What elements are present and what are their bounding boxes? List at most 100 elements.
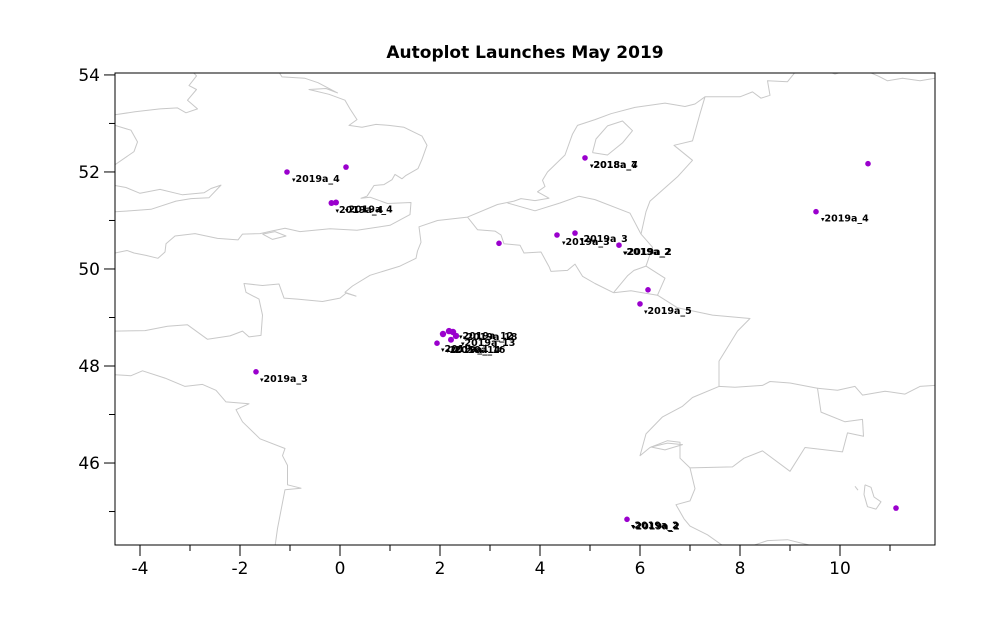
launch-point [645,287,651,293]
launch-point [253,369,259,375]
launch-label-text: 2019a_5 [648,306,692,317]
launch-label-text: 2018a_7 [594,160,638,171]
launch-label-text: 2019a_16 [455,345,506,356]
launch-label-text: 2019a_1 [445,344,489,355]
map-outline [675,467,723,545]
annotation-arrow-icon: ▾ [821,216,825,224]
map-outline [115,73,428,259]
launch-label: ▾2019a_16 [451,345,506,356]
map-outline [467,216,614,294]
map-outline [115,184,222,213]
launch-label-text: 2019a_2 [636,521,680,532]
launch-label-text: 2019a_4 [349,205,394,216]
launch-label: ▾2019a_4 [821,214,869,225]
annotation-arrow-icon: ▾ [451,347,455,355]
launch-point [624,516,630,523]
launch-point [865,160,871,167]
launch-label-text: 2019a_14 [450,345,501,356]
launch-label: ▾2019a_2 [624,247,672,258]
map-outline [657,294,751,387]
annotation-arrow-icon: ▾ [590,162,594,170]
launch-label-text: 2018a_4 [594,160,639,171]
map-outline [863,484,882,510]
launch-point [452,332,460,340]
launch-point [343,164,349,170]
map-outline [115,124,138,166]
launch-point [572,230,578,236]
map-outline [639,381,864,472]
annotation-arrow-icon: ▾ [463,334,467,342]
x-tick-label: 10 [829,559,851,579]
launch-point [893,505,899,511]
launch-label: ▾2019a_2 [631,520,679,531]
launch-label-text: 2019a_3 [264,374,308,385]
launch-label: ▾2019a_1 [441,344,489,355]
launch-label-text: 2019a_18 [467,332,518,343]
x-tick-label: -4 [132,559,149,579]
map-outline [507,195,642,235]
launch-label-text: 2019a_2 [635,520,679,531]
map-outline [640,233,653,267]
launch-label-text: 2019a_2 [628,247,672,258]
annotation-arrow-icon: ▾ [336,207,340,215]
chart-title: Autoplot Launches May 2019 [386,43,663,63]
launch-point [439,330,447,338]
annotation-arrow-icon: ▾ [624,249,628,257]
plot-border [114,72,936,546]
y-tick-label: 50 [78,260,100,280]
launch-label-text: 2019a_12 [463,331,514,342]
annotation-arrow-icon: ▾ [632,523,636,531]
map-outline [262,231,287,240]
launch-label: ▾2019a_3 [562,237,610,248]
launch-label-text: 2019a_4 [296,174,341,185]
launch-point [496,240,502,247]
launch-label-text: 2019a_4 [339,205,384,216]
x-tick-label: 8 [735,559,746,579]
map-outline [854,485,859,491]
map-outline [613,265,666,296]
launch-label: ▾2018a_4 [590,160,638,171]
annotation-arrow-icon: ▾ [461,340,465,348]
plot-area[interactable] [115,73,935,545]
map-outline [869,73,935,82]
annotation-arrow-icon: ▾ [623,249,627,257]
launch-point [448,336,454,343]
annotation-arrow-icon: ▾ [441,346,445,354]
x-tick-label: -2 [232,559,249,579]
launch-label-text: 2019a_13 [465,338,516,349]
map-outline [640,96,706,235]
annotation-arrow-icon: ▾ [459,333,463,341]
launch-label-text: 2019a_3 [566,237,610,248]
annotation-arrow-icon: ▾ [562,239,566,247]
launch-label: ▾2019a_4 [292,174,340,185]
launch-label: ▾2019a_2 [623,247,671,258]
annotation-arrow-icon: ▾ [446,347,450,355]
launch-label: ▾2019a_5 [644,306,692,317]
launch-label: ▾2019a_3 [260,374,308,385]
launch-label: ▾2019a_3 [580,234,628,245]
annotation-arrow-icon: ▾ [580,236,584,244]
map-layer [115,73,935,545]
launch-point [616,242,622,248]
x-tick-label: 4 [535,559,546,579]
y-tick-label: 46 [78,454,100,474]
map-outline [592,120,633,156]
launch-label: ▾2019a_14 [446,345,501,356]
y-tick-label: 54 [78,66,100,86]
x-tick-label: 0 [335,559,346,579]
annotation-arrow-icon: ▾ [345,207,349,215]
launch-point [582,155,588,161]
x-tick-label: 6 [635,559,646,579]
map-outline [115,73,796,340]
y-tick-label: 52 [78,163,100,183]
annotation-arrow-icon: ▾ [644,308,648,316]
launch-label: ▾2019a_18 [463,332,518,343]
launch-label: ▾2019a_2 [632,521,680,532]
y-tick-label: 48 [78,357,100,377]
launch-label-text: 2019a_4 [825,214,870,225]
launch-point [637,301,643,307]
map-outline [817,384,935,396]
annotation-arrow-icon: ▾ [590,162,594,170]
map-outline [650,442,683,451]
